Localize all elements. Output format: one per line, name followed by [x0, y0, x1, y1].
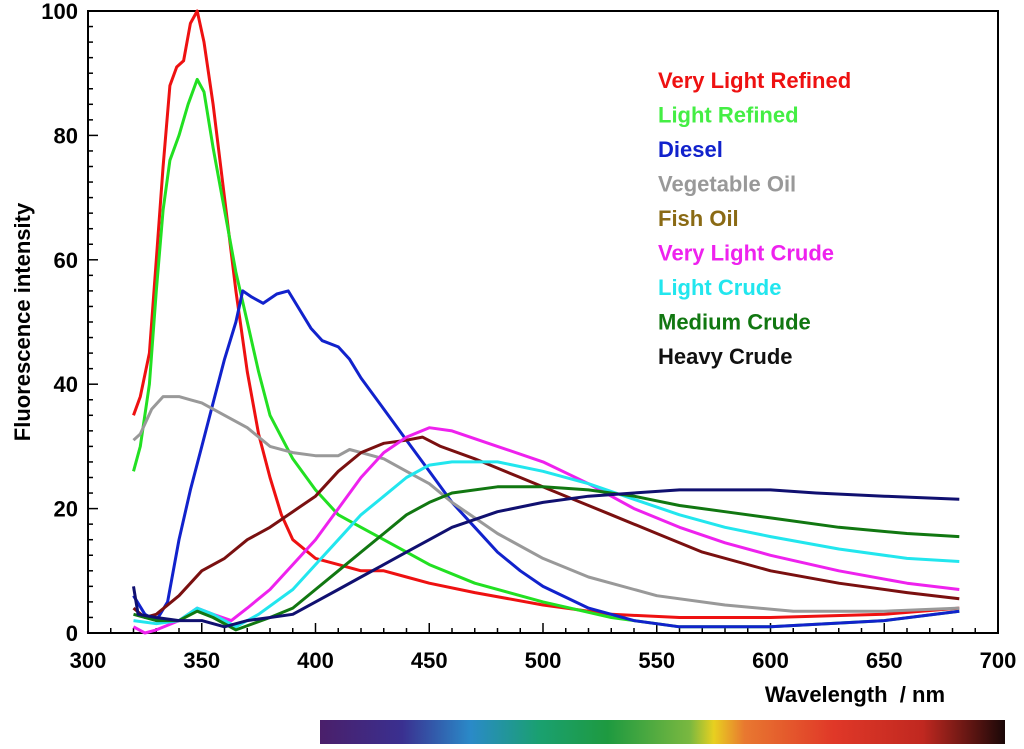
x-tick-label: 300 [70, 648, 107, 673]
x-tick-label: 700 [980, 648, 1017, 673]
series-lines [132, 9, 960, 635]
series-line-very-light-refined [132, 9, 960, 619]
series-line-medium-crude [133, 485, 960, 632]
y-tick-label: 80 [54, 123, 78, 148]
x-tick-label: 550 [638, 648, 675, 673]
tick-labels: 300 350 400 450 500 550 600 650 700 0 20 40 60 80 100 [41, 0, 1016, 673]
x-tick-label: 500 [525, 648, 562, 673]
x-tick-label: 450 [411, 648, 448, 673]
plot-frame [87, 10, 999, 634]
y-tick-label: 100 [41, 0, 78, 24]
series-line-diesel [132, 289, 960, 629]
legend-entry: Light Crude [658, 275, 781, 300]
spectrum-colorbar [320, 720, 1005, 744]
series-line-heavy-crude [132, 488, 960, 629]
legend-entry: Diesel [658, 137, 723, 162]
series-line-fish-oil [132, 435, 960, 619]
legend-entry: Fish Oil [658, 206, 739, 231]
y-tick-label: 0 [66, 621, 78, 646]
y-tick-label: 60 [54, 248, 78, 273]
x-tick-label: 650 [866, 648, 903, 673]
x-tick-label: 600 [752, 648, 789, 673]
x-axis-label: Wavelength / nm [765, 682, 945, 707]
legend-entry: Very Light Crude [658, 241, 834, 266]
legend-entry: Vegetable Oil [658, 172, 796, 197]
y-axis-label: Fluorescence intensity [10, 202, 35, 441]
series-line-vegetable-oil [132, 395, 960, 613]
x-tick-label: 400 [297, 648, 334, 673]
legend-entry: Heavy Crude [658, 344, 793, 369]
legend-entry: Light Refined [658, 103, 799, 128]
y-tick-label: 20 [54, 497, 78, 522]
axis-ticks [87, 10, 999, 634]
legend-entry: Very Light Refined [658, 68, 851, 93]
legend: Very Light Refined Light Refined Diesel Veg… [658, 68, 851, 369]
x-tick-label: 350 [183, 648, 220, 673]
series-line-light-refined [132, 77, 960, 629]
y-tick-label: 40 [54, 372, 78, 397]
legend-entry: Medium Crude [658, 310, 811, 335]
series-line-light-crude [133, 460, 960, 629]
